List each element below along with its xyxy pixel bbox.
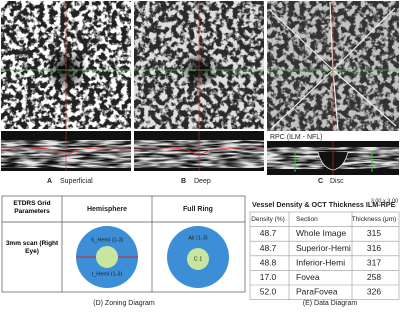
panel-letter: B — [181, 178, 186, 185]
table-cell: ParaFovea — [296, 287, 338, 297]
table-border — [1, 195, 246, 293]
header-text: Full Ring — [183, 206, 213, 213]
ring-label: All (1-3) — [188, 235, 207, 241]
ring-label: C 1 — [194, 256, 203, 262]
table-cell: Fovea — [296, 272, 320, 282]
row-label: 3mm scan (Right Eye) — [5, 240, 59, 255]
table-cell: 52.0 — [260, 287, 277, 297]
table-cell: 17.0 — [260, 272, 277, 282]
caption: (D) Zoning Diagram — [93, 300, 155, 307]
table-cell: Whole Image — [296, 228, 346, 238]
header-cell: ETDRS Grid Parameters — [13, 200, 51, 215]
column-header: Thickness (μm) — [352, 216, 397, 223]
header-text: ETDRS Grid Parameters — [13, 200, 51, 215]
bscan-a — [0, 131, 132, 171]
table-cell: 258 — [367, 272, 381, 282]
vessel — [329, 1, 334, 71]
table-cell: 317 — [367, 257, 381, 267]
table-title: Vessel Density & OCT Thickness ILM-RPE — [252, 200, 396, 209]
panel-a-image — [1, 1, 131, 129]
disc-vessels — [269, 1, 397, 131]
table-cell: 48.8 — [260, 257, 277, 267]
panel-label: Disc — [330, 178, 344, 185]
vessel — [332, 69, 397, 127]
inner-circle — [96, 246, 118, 268]
panel-c-overlay: RPC (ILM - NFL) — [270, 134, 323, 141]
table-cell: Inferior-Hemi — [296, 257, 345, 267]
hemi-label: S_Hemi (1-3) — [91, 237, 124, 243]
panel-letter: A — [47, 178, 52, 185]
panel-b-image — [134, 1, 264, 129]
panel-letter: C — [318, 178, 323, 185]
panel-c-image — [267, 1, 399, 131]
panel-label: Deep — [194, 178, 211, 185]
header-text: Hemisphere — [87, 206, 127, 213]
vessel — [332, 7, 396, 71]
vessel — [271, 69, 334, 129]
table-cell: 316 — [367, 243, 381, 253]
row-label-cell: 3mm scan (Right Eye) — [5, 240, 59, 255]
column-header: Section — [296, 216, 318, 223]
table-cell: 48.7 — [260, 243, 277, 253]
hemi-label: I_Hemi (1-3) — [92, 271, 123, 277]
caption: (E) Data Diagram — [303, 300, 358, 307]
zoning-table: ETDRS Grid Parameters Hemisphere Full Ri… — [1, 195, 246, 293]
table-cell: Superior-Hemi — [296, 243, 351, 253]
column-header: Density (%) — [251, 216, 285, 223]
data-table: Density (%) Section Thickness (μm) 48.7 Whol… — [249, 211, 400, 300]
bscan-b — [133, 131, 265, 171]
table-cell: 315 — [367, 228, 381, 238]
vessel — [269, 9, 334, 71]
table-cell: 48.7 — [260, 228, 277, 238]
inner-circle — [187, 248, 209, 270]
vessel — [332, 69, 339, 131]
panel-label: Superficial — [60, 178, 93, 185]
table-cell: 326 — [367, 287, 381, 297]
bscan-c — [267, 141, 399, 175]
scan-size: 3.00 x 3.00 — [371, 198, 398, 204]
